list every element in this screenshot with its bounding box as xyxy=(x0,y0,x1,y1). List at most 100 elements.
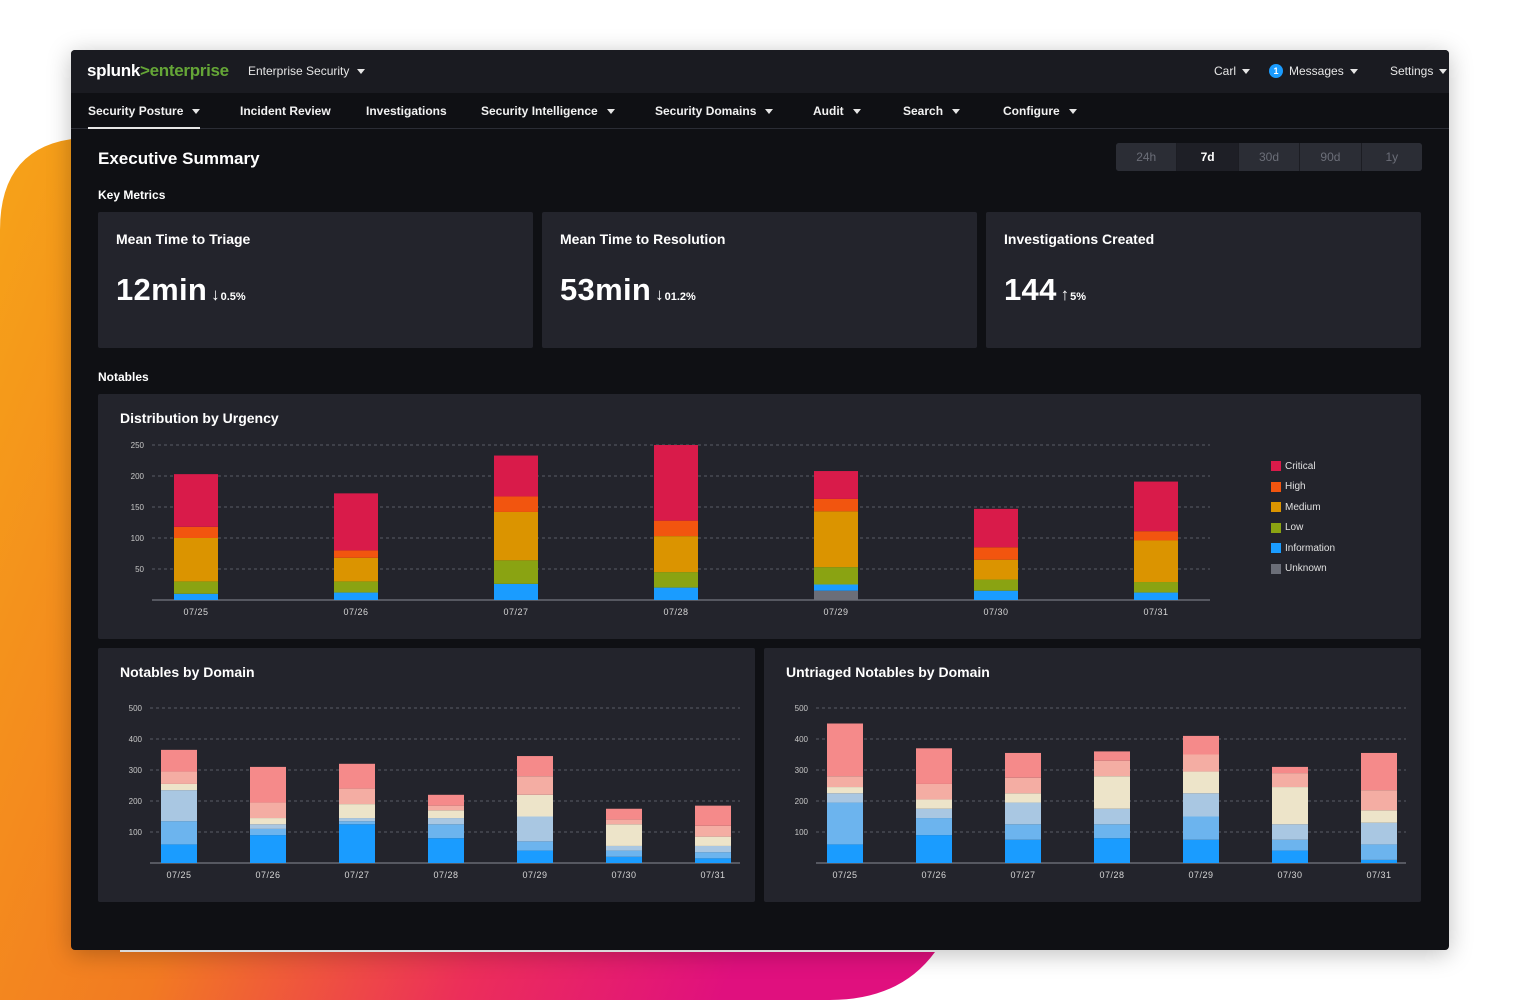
bar-segment[interactable] xyxy=(695,858,731,863)
bar-segment[interactable] xyxy=(339,824,375,863)
bar-segment[interactable] xyxy=(250,802,286,819)
bar-segment[interactable] xyxy=(1361,810,1397,823)
bar-segment[interactable] xyxy=(494,560,538,584)
bar-segment[interactable] xyxy=(494,583,538,600)
bar-segment[interactable] xyxy=(1005,839,1041,863)
bar-segment[interactable] xyxy=(334,581,378,593)
bar-segment[interactable] xyxy=(1183,839,1219,863)
bar-segment[interactable] xyxy=(606,856,642,863)
bar-segment[interactable] xyxy=(1005,802,1041,825)
bar-segment[interactable] xyxy=(161,844,197,863)
bar-segment[interactable] xyxy=(1134,540,1178,583)
bar-segment[interactable] xyxy=(334,493,378,551)
bar-segment[interactable] xyxy=(339,763,375,789)
bar-segment[interactable] xyxy=(974,590,1018,600)
bar-segment[interactable] xyxy=(974,547,1018,560)
legend-item-high[interactable]: High xyxy=(1271,477,1335,498)
legend-item-unknown[interactable]: Unknown xyxy=(1271,559,1335,580)
bar-segment[interactable] xyxy=(517,794,553,817)
bar-segment[interactable] xyxy=(517,776,553,795)
bar-segment[interactable] xyxy=(174,581,218,594)
bar-segment[interactable] xyxy=(974,508,1018,548)
bar-segment[interactable] xyxy=(339,818,375,822)
bar-segment[interactable] xyxy=(334,557,378,582)
bar-segment[interactable] xyxy=(916,799,952,809)
bar-segment[interactable] xyxy=(174,593,218,600)
bar-segment[interactable] xyxy=(654,536,698,573)
bar-segment[interactable] xyxy=(1272,787,1308,825)
bar-segment[interactable] xyxy=(428,805,464,811)
bar-segment[interactable] xyxy=(428,810,464,819)
nav-security-intelligence[interactable]: Security Intelligence xyxy=(481,104,615,118)
bar-segment[interactable] xyxy=(339,821,375,825)
bar-segment[interactable] xyxy=(916,818,952,836)
bar-segment[interactable] xyxy=(428,818,464,825)
bar-segment[interactable] xyxy=(695,805,731,826)
legend-item-medium[interactable]: Medium xyxy=(1271,497,1335,518)
bar-segment[interactable] xyxy=(1272,824,1308,840)
bar-segment[interactable] xyxy=(250,766,286,803)
nav-search[interactable]: Search xyxy=(903,104,961,118)
time-range-90d[interactable]: 90d xyxy=(1300,143,1362,171)
legend-item-critical[interactable]: Critical xyxy=(1271,456,1335,477)
bar-segment[interactable] xyxy=(161,790,197,822)
bar-segment[interactable] xyxy=(814,511,858,568)
bar-segment[interactable] xyxy=(161,783,197,791)
bar-segment[interactable] xyxy=(1134,592,1178,600)
bar-segment[interactable] xyxy=(1005,777,1041,794)
bar-segment[interactable] xyxy=(174,538,218,582)
nav-security-domains[interactable]: Security Domains xyxy=(655,104,774,118)
bar-segment[interactable] xyxy=(827,723,863,777)
bar-segment[interactable] xyxy=(1183,793,1219,817)
bar-segment[interactable] xyxy=(1361,790,1397,811)
bar-segment[interactable] xyxy=(1005,824,1041,840)
bar-segment[interactable] xyxy=(606,824,642,846)
bar-segment[interactable] xyxy=(1005,752,1041,778)
bar-segment[interactable] xyxy=(695,845,731,853)
nav-investigations[interactable]: Investigations xyxy=(366,104,447,118)
time-range-30d[interactable]: 30d xyxy=(1238,143,1301,171)
bar-segment[interactable] xyxy=(827,776,863,788)
bar-segment[interactable] xyxy=(1361,822,1397,845)
bar-segment[interactable] xyxy=(654,520,698,537)
bar-segment[interactable] xyxy=(974,579,1018,591)
nav-configure[interactable]: Configure xyxy=(1003,104,1077,118)
messages-menu[interactable]: 1 Messages xyxy=(1269,64,1358,78)
bar-segment[interactable] xyxy=(1094,760,1130,777)
bar-segment[interactable] xyxy=(428,794,464,806)
bar-segment[interactable] xyxy=(606,819,642,825)
bar-segment[interactable] xyxy=(517,850,553,863)
bar-segment[interactable] xyxy=(494,511,538,561)
bar-segment[interactable] xyxy=(161,771,197,784)
legend-item-information[interactable]: Information xyxy=(1271,538,1335,559)
bar-segment[interactable] xyxy=(1361,859,1397,863)
time-range-7d[interactable]: 7d xyxy=(1177,143,1239,171)
splunk-logo[interactable]: splunk>enterprise xyxy=(87,61,229,81)
bar-segment[interactable] xyxy=(1183,816,1219,840)
bar-segment[interactable] xyxy=(1094,808,1130,825)
bar-segment[interactable] xyxy=(1361,752,1397,791)
bar-segment[interactable] xyxy=(161,749,197,772)
bar-segment[interactable] xyxy=(606,845,642,851)
bar-segment[interactable] xyxy=(339,788,375,805)
bar-segment[interactable] xyxy=(814,590,858,600)
bar-segment[interactable] xyxy=(494,496,538,512)
bar-segment[interactable] xyxy=(494,455,538,497)
bar-segment[interactable] xyxy=(827,793,863,803)
bar-segment[interactable] xyxy=(517,841,553,851)
bar-segment[interactable] xyxy=(1272,773,1308,788)
bar-segment[interactable] xyxy=(916,808,952,819)
bar-segment[interactable] xyxy=(814,471,858,499)
settings-menu[interactable]: Settings xyxy=(1390,64,1448,78)
bar-segment[interactable] xyxy=(974,559,1018,580)
bar-segment[interactable] xyxy=(814,498,858,512)
bar-segment[interactable] xyxy=(334,592,378,600)
bar-segment[interactable] xyxy=(1361,844,1397,860)
bar-segment[interactable] xyxy=(1094,838,1130,863)
bar-segment[interactable] xyxy=(1272,766,1308,774)
nav-audit[interactable]: Audit xyxy=(813,104,861,118)
bar-segment[interactable] xyxy=(1005,793,1041,803)
time-range-1y[interactable]: 1y xyxy=(1361,143,1422,171)
bar-segment[interactable] xyxy=(814,584,858,591)
bar-segment[interactable] xyxy=(814,567,858,585)
